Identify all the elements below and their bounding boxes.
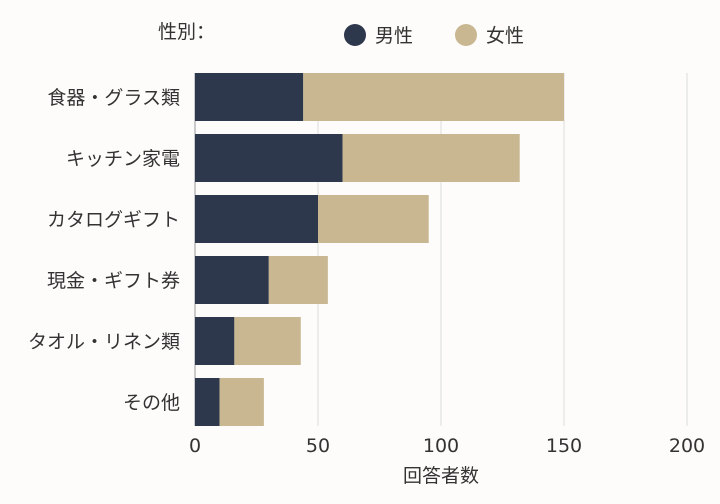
legend-label: 女性 [486, 25, 524, 47]
bars [195, 73, 564, 426]
bar-female [318, 195, 429, 243]
legend-marker [455, 24, 477, 46]
x-tick-label: 150 [546, 435, 582, 457]
category-label: タオル・リネン類 [28, 331, 180, 353]
bar-female [268, 256, 328, 304]
legend-marker [344, 24, 366, 46]
bar-male [195, 378, 220, 426]
x-axis-label: 回答者数 [403, 465, 479, 487]
gridlines [194, 73, 688, 426]
bar-female [342, 134, 520, 182]
legend: 性別： 男性 女性 [158, 21, 524, 47]
bar-male [195, 256, 269, 304]
legend-label: 男性 [375, 25, 413, 47]
bar-male [195, 195, 318, 243]
category-label: カタログギフト [47, 209, 180, 231]
bar-female [234, 317, 301, 365]
bar-male [195, 317, 235, 365]
category-label: 食器・グラス類 [47, 87, 180, 109]
category-label: 現金・ギフト券 [47, 270, 180, 292]
bar-male [195, 73, 304, 121]
bar-male [195, 134, 343, 182]
legend-title: 性別： [158, 21, 215, 43]
bar-female [303, 73, 564, 121]
bar-female [219, 378, 264, 426]
x-tick-label: 200 [669, 435, 705, 457]
category-label: キッチン家電 [66, 148, 180, 170]
x-tick-label: 50 [306, 435, 330, 457]
x-tick-label: 100 [423, 435, 459, 457]
category-label: その他 [123, 392, 180, 414]
x-tick-label: 0 [189, 435, 201, 457]
x-tick-labels: 0 50 100 150 200 [189, 435, 705, 457]
